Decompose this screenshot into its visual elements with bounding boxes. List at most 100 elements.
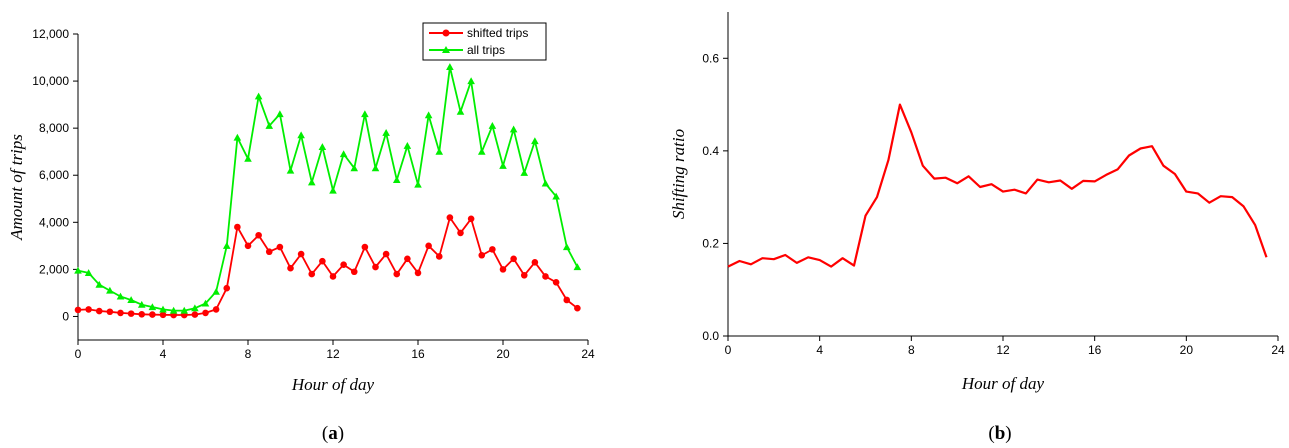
data-point bbox=[116, 292, 125, 300]
chart-a-legend: shifted trips all trips bbox=[422, 22, 547, 61]
legend-label-shifted: shifted trips bbox=[467, 26, 528, 40]
legend-label-all: all trips bbox=[467, 43, 505, 57]
data-point bbox=[223, 284, 231, 292]
data-point bbox=[329, 186, 337, 194]
data-point bbox=[573, 263, 582, 271]
data-point bbox=[127, 296, 135, 304]
data-point bbox=[372, 263, 379, 271]
series-line-ratio bbox=[727, 103, 1268, 268]
data-point bbox=[531, 137, 539, 145]
data-point bbox=[276, 243, 284, 251]
legend-box bbox=[422, 22, 547, 61]
data-point bbox=[297, 250, 305, 258]
panel-letter-a: a bbox=[328, 423, 338, 444]
data-point bbox=[552, 192, 560, 200]
x-tick-label: 12 bbox=[326, 347, 340, 361]
data-point bbox=[307, 178, 316, 186]
data-point bbox=[425, 242, 432, 250]
panel-caption-b: (b) bbox=[988, 423, 1011, 444]
data-point bbox=[149, 311, 156, 318]
data-point bbox=[488, 122, 497, 129]
data-point bbox=[212, 306, 220, 313]
data-point bbox=[180, 306, 189, 314]
panel-caption-a: (a) bbox=[322, 423, 344, 444]
data-point bbox=[404, 255, 411, 263]
data-point bbox=[169, 306, 178, 314]
x-tick-label: 8 bbox=[245, 347, 252, 361]
data-point bbox=[520, 271, 528, 279]
data-point bbox=[202, 309, 209, 317]
data-point bbox=[137, 300, 146, 308]
data-point bbox=[467, 77, 475, 85]
data-point bbox=[457, 229, 464, 237]
data-point bbox=[361, 243, 369, 251]
data-point bbox=[201, 299, 210, 307]
data-point bbox=[510, 255, 517, 263]
data-point bbox=[138, 311, 146, 318]
data-point bbox=[499, 266, 507, 273]
data-point bbox=[212, 287, 220, 295]
y-tick-label: 0.4 bbox=[702, 144, 719, 158]
data-point bbox=[85, 306, 92, 313]
data-point bbox=[254, 92, 263, 100]
data-point bbox=[456, 107, 465, 115]
data-point bbox=[255, 231, 262, 239]
x-tick-label: 24 bbox=[1271, 343, 1285, 357]
data-point bbox=[318, 143, 327, 151]
data-point bbox=[361, 110, 369, 118]
x-tick-label: 0 bbox=[725, 343, 732, 357]
data-point bbox=[265, 248, 273, 256]
data-point bbox=[531, 259, 539, 266]
data-point bbox=[308, 270, 316, 278]
data-point bbox=[563, 296, 571, 304]
y-tick-label: 0.6 bbox=[702, 51, 719, 65]
data-point bbox=[392, 176, 401, 183]
x-tick-label: 4 bbox=[160, 347, 167, 361]
chart-b: 0.0 0.2 0.4 0.6 0 4 8 12 16 20 24 Hour of day Shi… bbox=[669, 12, 1285, 393]
data-point bbox=[446, 214, 454, 221]
data-point bbox=[159, 311, 167, 319]
svg-text:(b): (b) bbox=[988, 423, 1011, 444]
data-point bbox=[541, 179, 550, 187]
data-point bbox=[74, 306, 82, 314]
data-point bbox=[74, 266, 82, 274]
data-point bbox=[244, 154, 252, 162]
data-point bbox=[95, 280, 104, 288]
legend-marker-all bbox=[442, 46, 450, 53]
svg-text:(a): (a) bbox=[322, 423, 344, 444]
series-line-all-trips bbox=[77, 66, 579, 312]
data-point bbox=[234, 223, 241, 231]
data-point bbox=[159, 305, 167, 313]
chart-a: 0 2,000 4,000 6,000 8,000 10,000 12,000 0 4 8 12 1… bbox=[7, 22, 595, 394]
data-point bbox=[191, 311, 199, 318]
data-point bbox=[350, 268, 358, 276]
data-point bbox=[414, 269, 422, 277]
y-tick-label: 2,000 bbox=[39, 262, 69, 276]
data-point bbox=[562, 243, 571, 251]
x-tick-label: 0 bbox=[75, 347, 82, 361]
data-point bbox=[435, 253, 443, 260]
data-point bbox=[520, 169, 529, 176]
panel-letter-b: b bbox=[995, 423, 1006, 444]
data-point bbox=[382, 250, 390, 258]
data-point bbox=[329, 273, 337, 280]
data-point bbox=[446, 63, 454, 70]
chart-a-y-ticks: 0 2,000 4,000 6,000 8,000 10,000 12,000 bbox=[32, 27, 78, 323]
data-point bbox=[542, 273, 549, 280]
chart-a-x-label: Hour of day bbox=[291, 375, 375, 394]
y-tick-label: 0.2 bbox=[702, 236, 719, 250]
y-tick-label: 8,000 bbox=[39, 121, 69, 135]
data-point bbox=[319, 257, 326, 265]
data-point bbox=[191, 304, 199, 312]
data-point bbox=[233, 133, 242, 141]
data-point bbox=[499, 162, 507, 169]
data-point bbox=[84, 269, 93, 276]
data-point bbox=[265, 122, 274, 129]
chart-b-x-label: Hour of day bbox=[961, 374, 1045, 393]
data-point bbox=[287, 264, 294, 272]
chart-b-y-label: Shifting ratio bbox=[669, 129, 688, 219]
x-tick-label: 20 bbox=[496, 347, 510, 361]
data-point bbox=[340, 261, 347, 268]
y-tick-label: 6,000 bbox=[39, 168, 69, 182]
